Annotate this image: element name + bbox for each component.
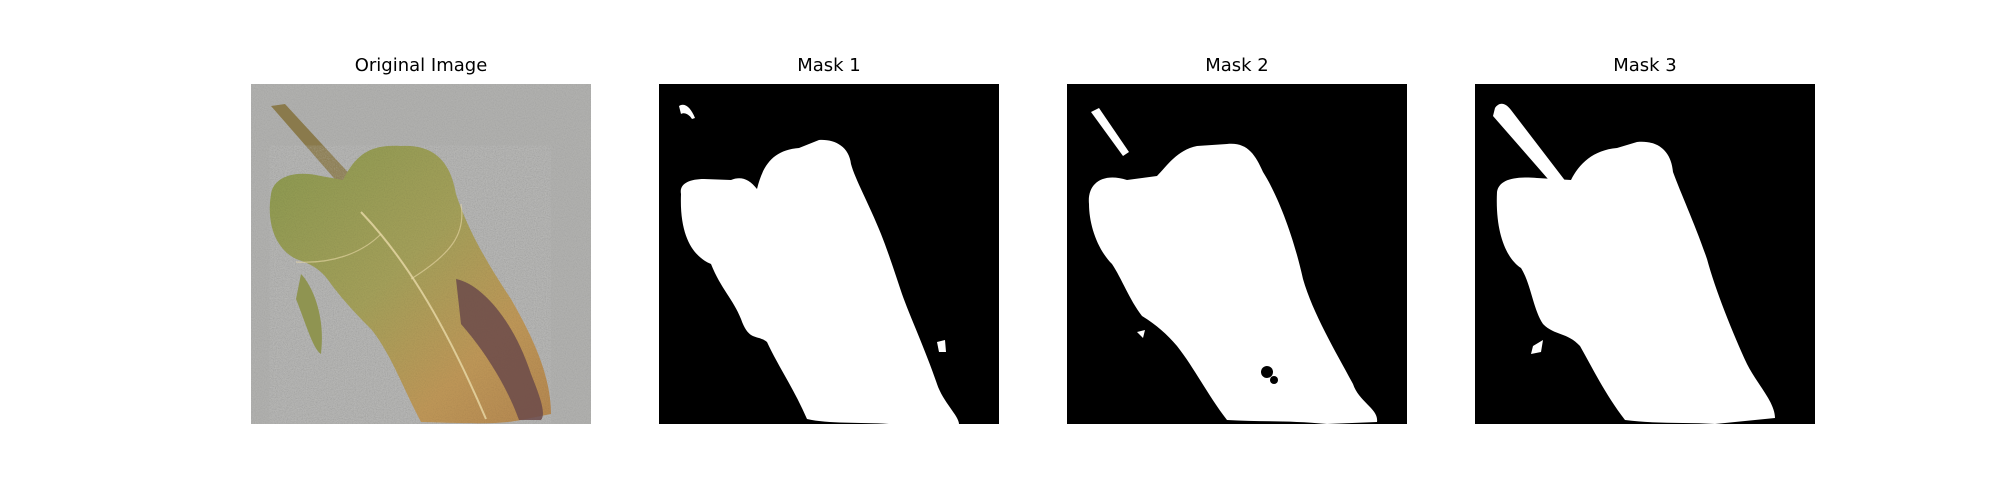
panel-title: Original Image (251, 55, 591, 77)
mask-3-image (1475, 84, 1815, 424)
panel-title: Mask 3 (1475, 55, 1815, 77)
panel-title: Mask 1 (659, 55, 999, 77)
mask-2-image (1067, 84, 1407, 424)
panel-title: Mask 2 (1067, 55, 1407, 77)
leaf-photo (251, 84, 591, 424)
mask-1-image (659, 84, 999, 424)
mask-hole (1261, 366, 1273, 378)
